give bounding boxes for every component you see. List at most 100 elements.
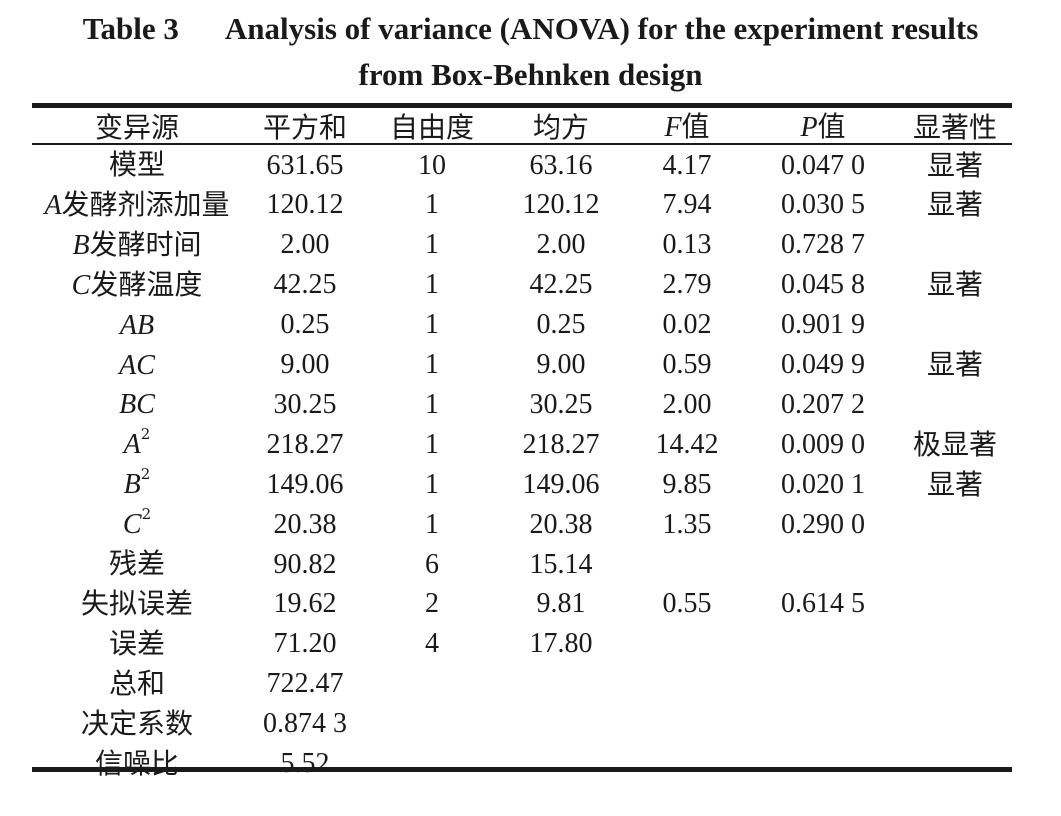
table-row: B发酵时间 2.00 1 2.00 0.13 0.728 7 (32, 226, 1012, 266)
cell-f-value: 14.42 (655, 428, 719, 460)
cell-mean-square: 63.16 (529, 149, 593, 181)
cell-sum-squares: 90.82 (273, 548, 337, 580)
table-row: AB 0.25 1 0.25 0.02 0.901 9 (32, 306, 1012, 346)
cell-f-value: 0.55 (662, 588, 712, 620)
source-label: 误差 (108, 626, 165, 660)
cell-sum-squares: 20.38 (273, 508, 337, 540)
cell-sum-squares: 0.25 (280, 309, 330, 341)
cell-source: BC (32, 385, 242, 425)
header-f-value: F值 (626, 108, 748, 146)
source-factor: B (123, 469, 141, 501)
source-label: 发酵时间 (89, 227, 202, 261)
source-factor: AB (119, 309, 155, 341)
cell-f-value: 9.85 (662, 468, 712, 500)
cell-source: 模型 (32, 146, 242, 186)
source-exponent: 2 (141, 504, 152, 523)
source-exponent: 2 (140, 425, 151, 444)
cell-mean-square: 30.25 (529, 388, 593, 420)
cell-significance (898, 665, 1012, 705)
cell-significance (898, 226, 1012, 266)
cell-p-value: 0.009 0 (781, 428, 865, 460)
table-caption-line1: Table 3 Analysis of variance (ANOVA) for … (0, 6, 1061, 52)
table-body: 模型 631.65 10 63.16 4.17 0.047 0 显著 A发酵剂添加量 120.1… (32, 146, 1012, 785)
header-sum-squares: 平方和 (262, 110, 347, 144)
cell-p-value (748, 545, 898, 585)
cell-df: 1 (425, 349, 439, 381)
cell-sum-squares: 2.00 (280, 229, 330, 261)
source-label: 模型 (108, 148, 165, 181)
cell-f-value (626, 545, 748, 585)
source-factor: B (72, 229, 90, 261)
cell-significance (898, 705, 1012, 745)
cell-p-value: 0.030 5 (781, 189, 865, 221)
cell-f-value: 2.00 (662, 388, 712, 420)
cell-df (368, 745, 496, 785)
cell-sum-squares: 120.12 (266, 189, 344, 221)
cell-source: C发酵温度 (32, 266, 242, 306)
cell-source: 误差 (32, 625, 242, 665)
cell-significance (898, 585, 1012, 625)
source-factor: C (122, 509, 142, 541)
table-row: A2 218.27 1 218.27 14.42 0.009 0 极显著 (32, 425, 1012, 465)
cell-p-value: 0.047 0 (781, 149, 865, 181)
source-factor: AC (119, 349, 155, 381)
cell-mean-square: 20.38 (529, 508, 593, 540)
cell-df: 1 (425, 309, 439, 341)
cell-significance (898, 745, 1012, 785)
table-row: A发酵剂添加量 120.12 1 120.12 7.94 0.030 5 显著 (32, 186, 1012, 226)
cell-significance: 显著 (926, 268, 983, 302)
source-label: 残差 (108, 547, 165, 581)
cell-source: C2 (32, 505, 242, 545)
cell-df: 1 (425, 269, 439, 301)
cell-mean-square (496, 665, 626, 705)
table-row: 模型 631.65 10 63.16 4.17 0.047 0 显著 (32, 146, 1012, 186)
cell-df: 1 (425, 229, 439, 261)
cell-f-value (626, 625, 748, 665)
cell-df: 1 (425, 189, 439, 221)
cell-significance (898, 625, 1012, 665)
cell-p-value (748, 625, 898, 665)
cell-p-value: 0.728 7 (781, 229, 865, 261)
cell-df: 1 (425, 508, 439, 540)
cell-p-value (748, 665, 898, 705)
cell-mean-square (496, 745, 626, 785)
cell-df: 1 (425, 388, 439, 420)
table-title-line1: Analysis of variance (ANOVA) for the exp… (224, 11, 979, 46)
cell-significance: 极显著 (912, 427, 997, 461)
cell-sum-squares: 42.25 (273, 269, 337, 301)
source-label: 发酵温度 (90, 267, 203, 301)
cell-df: 10 (418, 149, 446, 181)
table-row: BC 30.25 1 30.25 2.00 0.207 2 (32, 385, 1012, 425)
cell-significance: 显著 (926, 467, 983, 501)
source-label: 发酵剂添加量 (61, 187, 230, 221)
source-factor: BC (119, 389, 155, 421)
cell-p-value: 0.901 9 (781, 309, 865, 341)
cell-p-value: 0.049 9 (781, 349, 865, 381)
table-row: 误差 71.20 4 17.80 (32, 625, 1012, 665)
cell-f-value: 0.13 (662, 229, 712, 261)
cell-df: 1 (425, 468, 439, 500)
cell-source: 残差 (32, 545, 242, 585)
bottom-rule (32, 767, 1012, 772)
table-row: 决定系数 0.874 3 (32, 705, 1012, 745)
cell-df: 1 (425, 428, 439, 460)
header-rule (32, 143, 1012, 145)
cell-df: 2 (425, 588, 439, 620)
cell-significance: 显著 (926, 348, 983, 382)
cell-source: AC (32, 346, 242, 386)
cell-source: AB (32, 306, 242, 346)
source-factor: A (44, 189, 62, 221)
cell-source: 总和 (32, 665, 242, 705)
cell-p-value (748, 745, 898, 785)
cell-mean-square: 17.80 (529, 628, 593, 660)
cell-sum-squares: 722.47 (266, 668, 344, 700)
cell-f-value (626, 705, 748, 745)
cell-mean-square (496, 705, 626, 745)
table-row: AC 9.00 1 9.00 0.59 0.049 9 显著 (32, 346, 1012, 386)
cell-mean-square: 120.12 (522, 189, 600, 221)
table-row: C发酵温度 42.25 1 42.25 2.79 0.045 8 显著 (32, 266, 1012, 306)
top-rule (32, 103, 1012, 108)
cell-mean-square: 9.00 (536, 349, 586, 381)
source-label: 失拟误差 (80, 586, 193, 620)
cell-sum-squares: 71.20 (273, 628, 337, 660)
